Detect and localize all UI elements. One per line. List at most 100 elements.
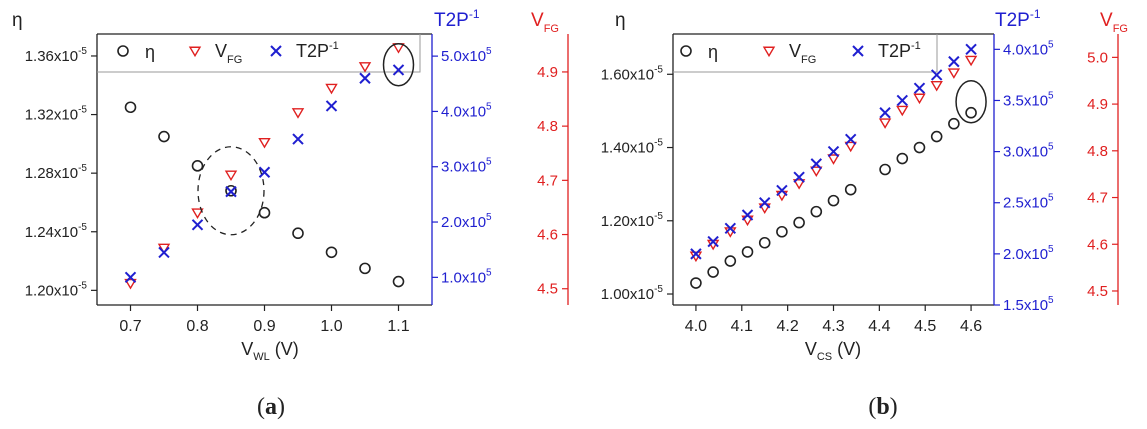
t2p-point	[124, 271, 137, 284]
t2p-point	[930, 69, 943, 81]
t2p-point	[759, 197, 771, 209]
vfg-point	[792, 179, 806, 190]
x-tick-label: 4.5	[914, 318, 936, 335]
t2p-tick-label: 5.0x105	[441, 46, 492, 65]
t2p-tick-label: 4.0x105	[441, 101, 492, 120]
vfg-tick-label: 5.0	[1087, 49, 1108, 66]
x-tick-label: 4.6	[960, 318, 982, 335]
t2p-point	[707, 235, 719, 248]
panel-caption: (a)	[257, 394, 285, 420]
vfg-tick-label: 4.9	[537, 64, 558, 81]
chart-b: 4.0 4.1 4.2 4.3 4.4 4.5 4.6 VCS (V) 1.00x10-5 1.2…	[601, 7, 1128, 420]
t2p-tick-label: 3.0x105	[1003, 142, 1054, 161]
eta-point	[913, 141, 926, 154]
vfg-tick-label: 4.6	[1087, 236, 1108, 253]
eta-point	[325, 246, 338, 259]
legend-vfg-label: VFG	[215, 41, 242, 66]
x-tick-label: 1.0	[320, 318, 342, 335]
t2p-point	[359, 72, 371, 84]
vfg-point	[930, 80, 943, 92]
eta-tick-label: 1.20x10-5	[25, 280, 88, 299]
vfg-point	[358, 62, 372, 73]
t2p-point	[325, 100, 338, 112]
eta-point	[844, 183, 857, 196]
eta-point	[965, 106, 977, 119]
legend-t2p-label: T2P-1	[296, 40, 339, 61]
legend-t2p-marker	[270, 45, 282, 57]
legend-eta-label: η	[708, 42, 718, 62]
legend-frame	[673, 34, 938, 73]
x-tick-label: 4.3	[822, 318, 844, 335]
t2p-point	[225, 185, 237, 198]
eta-point	[758, 236, 771, 249]
t2p-point	[913, 82, 926, 94]
eta-tick-label: 1.32x10-5	[25, 105, 88, 124]
eta-point	[930, 130, 943, 143]
eta-point	[191, 160, 204, 172]
x-tick-label: 4.2	[777, 318, 799, 335]
vfg-point	[124, 278, 137, 290]
legend-eta-marker	[680, 45, 692, 57]
t2p-point	[844, 133, 857, 146]
vfg-point	[947, 68, 961, 79]
vfg-tick-label: 4.9	[1087, 96, 1108, 113]
eta-tick-label: 1.36x10-5	[25, 46, 88, 65]
eta-point	[776, 225, 788, 238]
vfg-point	[258, 137, 271, 149]
vfg-tick-label: 4.8	[537, 118, 558, 135]
legend-vfg-label: VFG	[789, 41, 816, 66]
t2p-point	[724, 222, 737, 235]
eta-tick-label: 1.28x10-5	[25, 163, 88, 182]
t2p-tick-label: 2.0x105	[441, 212, 492, 231]
t2p-point	[879, 107, 891, 119]
vfg-point	[827, 154, 840, 165]
eta-point	[793, 216, 805, 229]
legend-eta-label: η	[145, 42, 155, 62]
legend: η VFG T2P-1	[97, 34, 421, 73]
legend-eta-marker	[117, 45, 129, 57]
eta-tick-label: 1.20x10-5	[601, 211, 664, 230]
vfg-point	[964, 55, 978, 67]
vfg-point	[913, 93, 926, 105]
t2p-point	[392, 64, 405, 76]
vfg-axis-label: VFG	[531, 10, 559, 35]
vfg-point	[191, 208, 204, 219]
t2p-tick-label: 1.0x105	[441, 267, 492, 286]
x-tick-label: 1.1	[387, 318, 409, 335]
x-tick-label: 4.1	[731, 318, 753, 335]
eta-point	[158, 130, 170, 143]
x-tick-label: 0.7	[119, 318, 141, 335]
eta-tick-label: 1.60x10-5	[601, 64, 664, 83]
eta-tick-label: 1.00x10-5	[601, 284, 664, 303]
t2p-point	[793, 171, 805, 183]
t2p-point	[258, 166, 271, 178]
t2p-point	[191, 219, 204, 231]
t2p-point	[690, 248, 702, 260]
x-tick-label: 0.9	[253, 318, 275, 335]
vfg-tick-label: 4.5	[1087, 283, 1108, 300]
eta-point	[741, 246, 754, 258]
x-tick-label: 4.4	[868, 318, 890, 335]
annotation-solid-ellipse	[955, 80, 987, 124]
x-tick-label: 0.8	[186, 318, 208, 335]
t2p-point	[810, 158, 823, 170]
eta-tick-label: 1.24x10-5	[25, 222, 88, 241]
t2p-tick-label: 2.0x105	[1003, 244, 1054, 263]
t2p-point	[896, 94, 908, 107]
eta-axis-label: η	[615, 10, 626, 31]
vfg-point	[878, 118, 892, 129]
x-axis-label: VCS (V)	[805, 339, 861, 363]
t2p-point	[741, 209, 754, 221]
vfg-point	[896, 105, 909, 117]
t2p-point	[292, 133, 304, 145]
legend-vfg-marker	[188, 46, 202, 58]
vfg-tick-label: 4.7	[1087, 190, 1108, 207]
vfg-point	[224, 170, 238, 182]
legend-t2p-marker	[852, 45, 864, 57]
t2p-tick-label: 3.5x105	[1003, 90, 1054, 109]
eta-point	[124, 101, 137, 114]
eta-point	[392, 275, 405, 288]
t2p-axis-label: T2P-1	[995, 7, 1041, 31]
t2p-tick-label: 3.0x105	[441, 157, 492, 176]
